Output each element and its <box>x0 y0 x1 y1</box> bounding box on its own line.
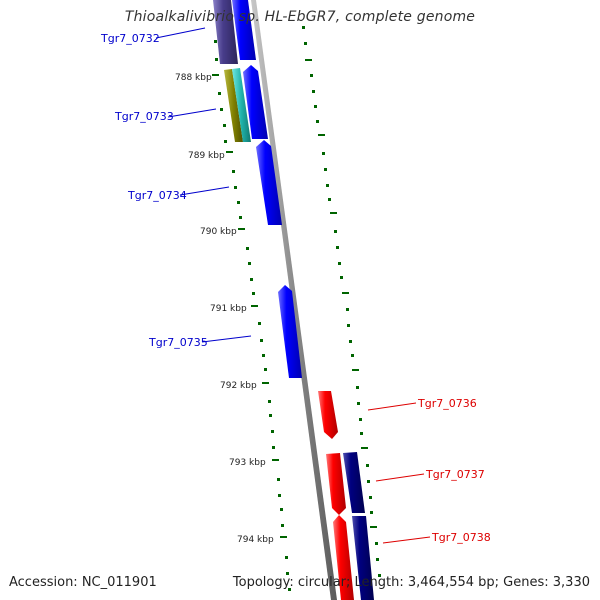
leader-line-tgr7-0733 <box>167 108 217 118</box>
gene-label-tgr7-0735[interactable]: Tgr7_0735 <box>148 336 208 349</box>
genome-summary-text: Topology: circular; Length: 3,464,554 bp… <box>232 575 590 590</box>
left-ruler-dots <box>212 40 291 591</box>
gene-tgr7-0736 <box>318 391 338 439</box>
gene-label-tgr7-0734[interactable]: Tgr7_0734 <box>127 189 187 202</box>
gene-label-tgr7-0736[interactable]: Tgr7_0736 <box>417 397 477 410</box>
gene-tgr7-0734 <box>256 140 282 225</box>
leader-line-tgr7-0732 <box>155 27 206 39</box>
gene-tgr7-0737 <box>326 453 346 515</box>
gene-label-tgr7-0738[interactable]: Tgr7_0738 <box>431 531 491 544</box>
gene-tgr7-0738 <box>333 515 354 600</box>
map-title: Thioalkalivibrio sp. HL-EbGR7, complete … <box>124 9 476 25</box>
gene-tgr7-0735 <box>278 285 302 378</box>
kbp-label-794: 794 kbp <box>237 535 274 545</box>
kbp-label-793: 793 kbp <box>229 458 266 468</box>
kbp-label-789: 789 kbp <box>188 151 225 161</box>
right-ruler-dots <box>302 26 381 577</box>
gene-tgr7-0733-olive <box>224 69 243 142</box>
kbp-label-790: 790 kbp <box>200 227 237 237</box>
leader-line-tgr7-0735 <box>201 335 252 343</box>
gene-tgr7-0732-slate <box>213 0 238 64</box>
gene-tgr7-0733-blue <box>243 65 268 139</box>
leader-line-tgr7-0738 <box>382 536 431 544</box>
kbp-label-791: 791 kbp <box>210 304 247 314</box>
gene-label-tgr7-0732[interactable]: Tgr7_0732 <box>100 32 160 45</box>
gene-label-tgr7-0737[interactable]: Tgr7_0737 <box>425 468 485 481</box>
genome-backbone <box>251 0 337 600</box>
kbp-label-792: 792 kbp <box>220 381 257 391</box>
leader-line-tgr7-0737 <box>375 473 425 482</box>
gene-label-group-reverse: Tgr7_0736 Tgr7_0737 Tgr7_0738 <box>367 397 491 544</box>
gene-tgr7-0732-blue <box>232 0 256 60</box>
gene-tgr7-0733-teal <box>232 68 251 142</box>
gene-tgr7-0737-navy <box>343 452 365 513</box>
leader-line-tgr7-0736 <box>367 402 417 411</box>
gene-label-tgr7-0733[interactable]: Tgr7_0733 <box>114 110 174 123</box>
gene-tgr7-0738-navy <box>352 516 374 600</box>
kbp-label-788: 788 kbp <box>175 73 212 83</box>
gene-label-group-forward: Tgr7_0732 Tgr7_0733 Tgr7_0734 Tgr7_0735 <box>100 27 252 349</box>
accession-text: Accession: NC_011901 <box>9 575 157 590</box>
leader-line-tgr7-0734 <box>179 186 230 196</box>
